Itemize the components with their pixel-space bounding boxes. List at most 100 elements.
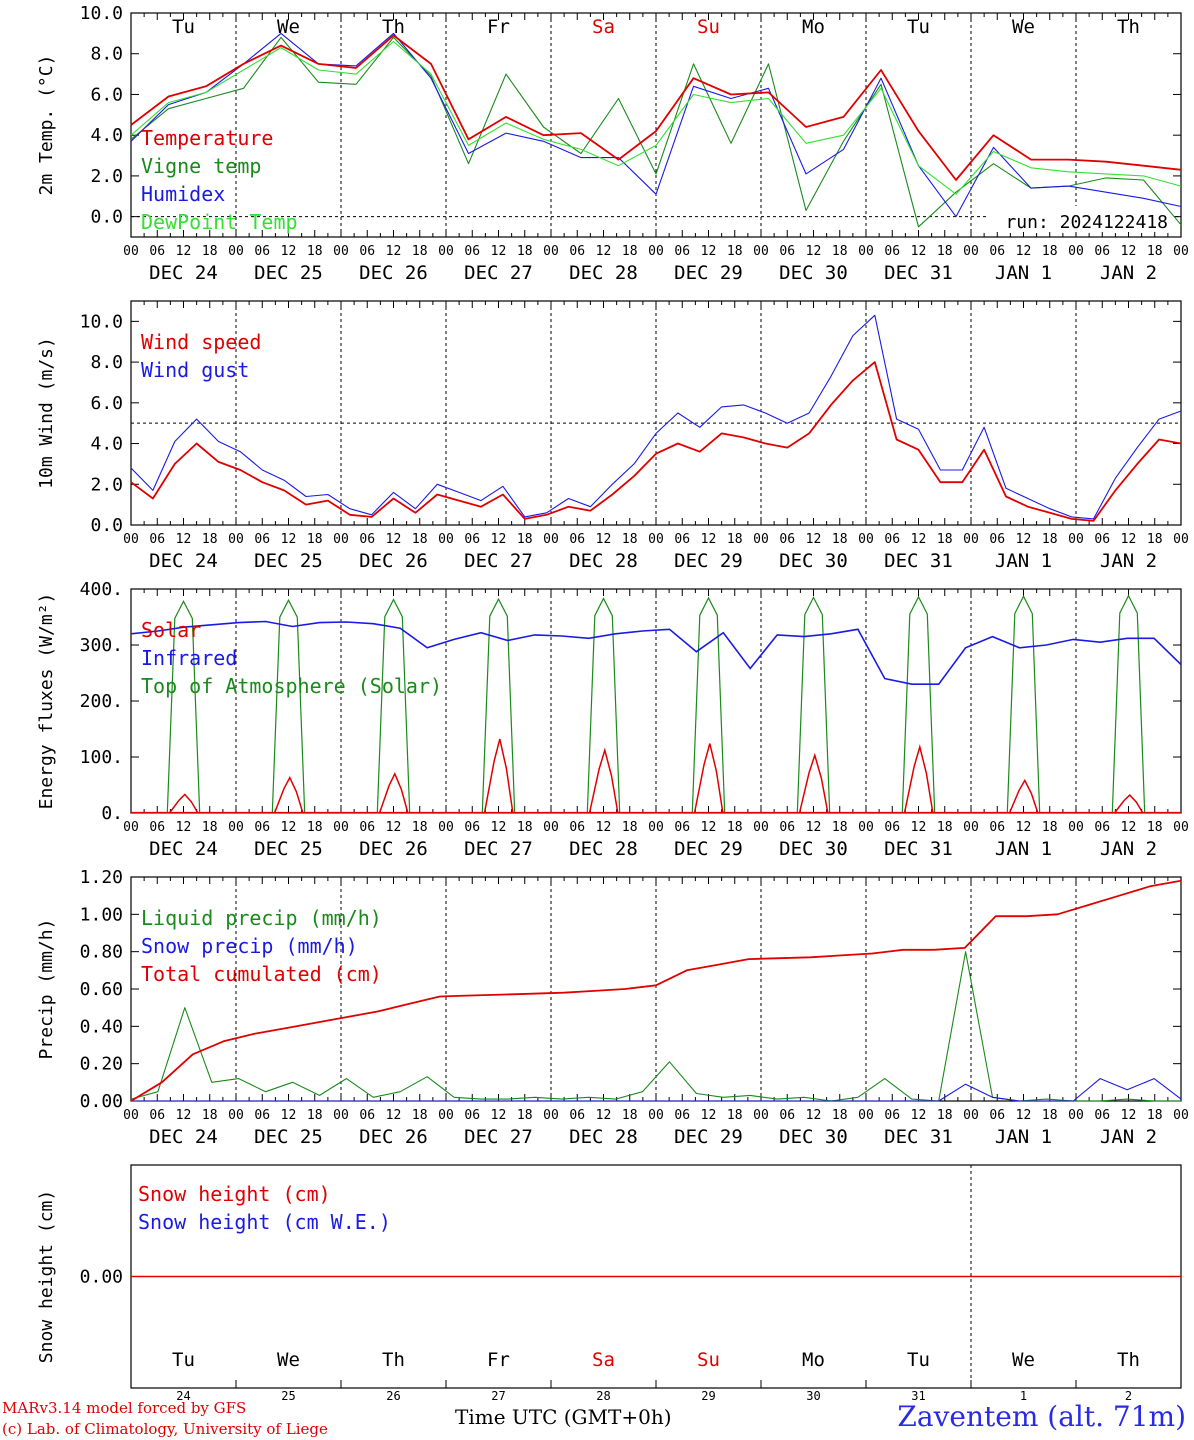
weekday-label: Sa — [592, 1349, 615, 1371]
toa-solar-line — [586, 597, 621, 814]
date-label: DEC 24 — [149, 838, 218, 860]
hour-label: 00 — [648, 1108, 664, 1123]
hour-label: 00 — [228, 244, 244, 259]
hour-label: 18 — [412, 1108, 428, 1123]
date-label: DEC 29 — [674, 838, 743, 860]
hour-label: 12 — [806, 820, 822, 835]
hour-label: 06 — [149, 1108, 165, 1123]
hour-label: 12 — [281, 244, 297, 259]
hour-label: 06 — [779, 1108, 795, 1123]
date-number: 2 — [1125, 1389, 1132, 1403]
hour-label: 18 — [727, 820, 743, 835]
legend-entry: DewPoint Temp — [141, 210, 298, 234]
hour-label: 00 — [1173, 244, 1189, 259]
toa-solar-line — [1006, 594, 1041, 814]
weekday-label: Fr — [487, 16, 510, 38]
hour-label: 12 — [911, 1108, 927, 1123]
hour-label: 00 — [438, 532, 454, 547]
panel-1: 00 06 12 18 00 06 12 18 00 06 12 18 00 06 12 18 00 06 12 18… — [36, 3, 1189, 284]
legend-entry: Snow height (cm W.E.) — [138, 1210, 391, 1234]
weekday-label: We — [277, 16, 300, 38]
solar-line — [1008, 778, 1039, 814]
legend-entry: Temperature — [141, 126, 273, 150]
hour-label: 18 — [937, 1108, 953, 1123]
hour-label: 12 — [1121, 244, 1137, 259]
series-line-wind-gust — [130, 314, 1182, 520]
date-label: DEC 29 — [674, 1126, 743, 1148]
y-tick-label: 200. — [80, 691, 123, 712]
hour-label: 18 — [622, 1108, 638, 1123]
hour-label: 06 — [149, 244, 165, 259]
toa-solar-line — [481, 597, 516, 814]
date-label: DEC 25 — [254, 1126, 323, 1148]
date-label: DEC 27 — [464, 1126, 533, 1148]
weekday-label: Mo — [802, 1349, 825, 1371]
hour-label: 00 — [753, 820, 769, 835]
date-label: DEC 24 — [149, 1126, 218, 1148]
y-tick-label: 10.0 — [80, 311, 123, 332]
date-number: 31 — [911, 1389, 925, 1403]
date-label: JAN 2 — [1100, 838, 1157, 860]
y-tick-label: 0.60 — [80, 979, 123, 1000]
hour-label: 12 — [701, 532, 717, 547]
hour-label: 18 — [307, 820, 323, 835]
y-tick-label: 2.0 — [90, 474, 123, 495]
hour-label: 18 — [937, 820, 953, 835]
date-label: DEC 27 — [464, 550, 533, 572]
legend-entry: Wind gust — [141, 358, 249, 382]
y-tick-label: 10.0 — [80, 3, 123, 24]
hour-label: 06 — [569, 244, 585, 259]
hour-label: 06 — [884, 1108, 900, 1123]
hour-label: 00 — [1068, 244, 1084, 259]
solar-line — [798, 752, 829, 814]
y-axis-title: 2m Temp. (°C) — [36, 55, 57, 196]
hour-label: 00 — [438, 820, 454, 835]
y-axis-title: Energy fluxes (W/m²) — [36, 593, 57, 810]
date-label: DEC 26 — [359, 262, 428, 284]
hour-label: 06 — [989, 532, 1005, 547]
hour-label: 12 — [176, 1108, 192, 1123]
hour-label: 18 — [307, 1108, 323, 1123]
hour-label: 12 — [596, 244, 612, 259]
hour-label: 18 — [1042, 244, 1058, 259]
toa-solar-line — [1111, 594, 1146, 814]
hour-label: 00 — [123, 1108, 139, 1123]
hour-label: 00 — [438, 244, 454, 259]
y-tick-label: 4.0 — [90, 434, 123, 455]
solar-line — [483, 738, 514, 814]
legend-entry: Infrared — [141, 646, 237, 670]
hour-label: 12 — [596, 820, 612, 835]
hour-label: 06 — [464, 244, 480, 259]
y-tick-label: 400. — [80, 579, 123, 600]
date-number: 1 — [1020, 1389, 1027, 1403]
date-label: DEC 31 — [884, 262, 953, 284]
hour-label: 18 — [412, 532, 428, 547]
hour-label: 12 — [176, 532, 192, 547]
weekday-label: Tu — [172, 16, 195, 38]
hour-label: 00 — [753, 1108, 769, 1123]
date-label: JAN 1 — [995, 838, 1052, 860]
hour-label: 00 — [858, 1108, 874, 1123]
lab-credit: (c) Lab. of Climatology, University of L… — [2, 1420, 328, 1438]
y-axis-title: Snow height (cm) — [36, 1190, 57, 1363]
y-tick-label: 0.80 — [80, 942, 123, 963]
legend-entry: Wind speed — [141, 330, 261, 354]
series-line-vigne-temp — [130, 36, 1182, 228]
hour-label: 00 — [648, 244, 664, 259]
hour-label: 06 — [569, 820, 585, 835]
hour-label: 12 — [701, 244, 717, 259]
date-label: DEC 25 — [254, 262, 323, 284]
date-label: DEC 30 — [779, 838, 848, 860]
hour-label: 00 — [648, 532, 664, 547]
y-tick-label: 0.20 — [80, 1054, 123, 1075]
weekday-label: We — [277, 1349, 300, 1371]
hour-label: 12 — [281, 820, 297, 835]
hour-label: 12 — [281, 532, 297, 547]
hour-label: 00 — [543, 820, 559, 835]
hour-label: 00 — [333, 820, 349, 835]
series-line-temperature — [130, 34, 1182, 181]
hour-label: 06 — [884, 820, 900, 835]
legend-entry: Liquid precip (mm/h) — [141, 906, 382, 930]
y-tick-label: 0.0 — [90, 207, 123, 228]
date-label: DEC 29 — [674, 550, 743, 572]
